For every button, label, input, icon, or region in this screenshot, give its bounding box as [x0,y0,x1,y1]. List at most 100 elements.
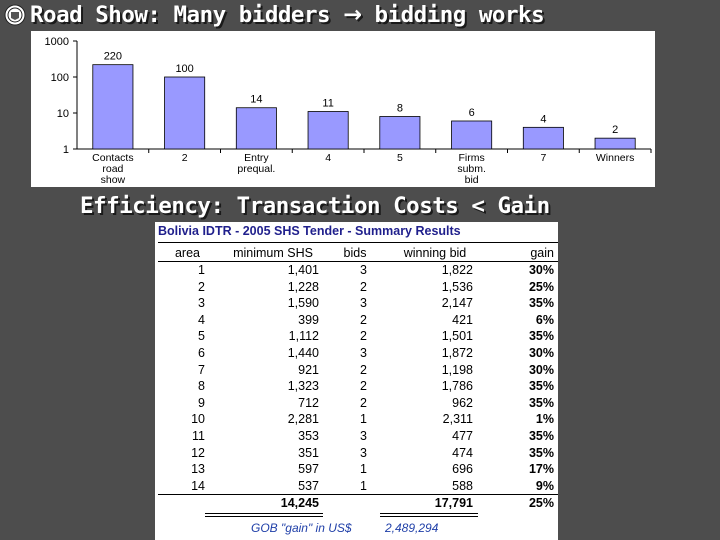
cell-area: 2 [198,279,205,294]
summary-table: Bolivia IDTR - 2005 SHS Tender - Summary… [155,222,558,540]
cell-gain: 35% [528,329,554,344]
cell-gain: 35% [528,395,554,410]
cell-area: 4 [198,312,205,327]
y-tick-label: 1000 [45,36,69,48]
x-tick-label: Winners [596,152,635,164]
y-tick-label: 1 [63,144,69,156]
header-area: area [174,246,201,260]
totals-double-rule [380,516,478,518]
cell-bids: 3 [360,445,367,460]
cell-winning-bid: 2,147 [441,296,473,311]
chart-bar [522,126,564,150]
cell-minimum-shs: 1,323 [287,379,319,394]
cell-bids: 1 [360,462,367,477]
cell-area: 11 [192,429,205,443]
cell-winning-bid: 1,198 [441,362,473,377]
cell-bids: 2 [360,329,367,344]
cell-bids: 2 [360,379,367,394]
cell-area: 14 [191,478,205,493]
slide-title-part2: bidding works [374,2,545,28]
x-tick-label: road [102,163,123,175]
cell-minimum-shs: 2,281 [287,412,319,427]
data-label: 100 [175,63,193,75]
data-label: 14 [250,94,262,106]
cell-winning-bid: 962 [452,395,473,410]
chart-bar [164,76,206,150]
x-tick-label: bid [465,174,479,186]
y-tick-label: 10 [57,108,69,120]
total-gain: 25% [528,496,554,511]
cell-minimum-shs: 351 [298,445,319,460]
total-minimum-shs: 14,245 [280,496,319,511]
x-tick-label: subm. [457,163,486,175]
chart-bar [594,137,636,150]
cell-area: 6 [198,346,205,360]
cell-area: 10 [191,412,205,427]
bidders-chart: 1000 100 10 1 220 Contacts road show 100 2 14 Entry… [31,31,655,187]
x-tick-label: 2 [182,152,188,164]
cell-winning-bid: 477 [452,429,473,443]
x-tick-label: 7 [540,152,546,164]
chart-bar [235,107,277,150]
cell-minimum-shs: 597 [298,462,319,477]
cell-gain: 30% [528,263,554,277]
table-title: Bolivia IDTR - 2005 SHS Tender - Summary… [158,224,461,238]
chart-bar [92,64,134,150]
slide-title: Road Show: Many bidders → bidding works [30,2,720,32]
cell-winning-bid: 474 [452,445,473,460]
cell-winning-bid: 1,872 [441,346,473,360]
chart-bar [451,120,493,150]
chart-bar [307,111,349,150]
data-label: 2 [612,124,618,136]
x-tick-label: Contacts [92,152,133,164]
cell-area: 3 [198,296,205,311]
header-winning-bid: winning bid [403,246,467,260]
cell-area: 5 [198,329,205,344]
x-tick-label: Firms [459,152,485,164]
cell-gain: 25% [528,279,554,294]
arrow-right-icon: → [343,2,362,28]
cell-minimum-shs: 537 [298,478,319,493]
cell-minimum-shs: 399 [298,312,319,327]
cell-bids: 3 [360,296,367,311]
total-winning-bid: 17,791 [434,496,473,511]
data-label: 8 [397,102,403,114]
cell-area: 8 [198,379,205,394]
cell-minimum-shs: 1,440 [287,346,319,360]
header-bottom-rule [158,261,558,262]
cell-winning-bid: 1,501 [441,329,473,344]
cell-minimum-shs: 1,228 [287,279,319,294]
cell-minimum-shs: 353 [298,429,319,443]
slide-title-part1: Road Show: Many bidders [30,2,331,28]
cell-minimum-shs: 1,590 [287,296,319,311]
totals-double-rule [205,513,323,515]
data-label: 11 [322,98,333,110]
x-tick-label: prequal. [237,163,275,175]
data-label: 6 [469,107,475,119]
cell-winning-bid: 421 [452,312,473,327]
cell-minimum-shs: 1,112 [288,329,319,344]
data-label: 4 [540,113,546,125]
cell-bids: 3 [360,346,367,360]
cell-gain: 35% [528,379,554,394]
slide-subtitle: Efficiency: Transaction Costs < Gain [80,193,550,219]
cell-area: 12 [191,445,205,460]
cell-gain: 35% [528,296,554,311]
cell-gain: 30% [528,346,554,360]
cell-winning-bid: 1,786 [441,379,473,394]
cell-gain: 35% [528,429,554,443]
cell-minimum-shs: 1,401 [287,263,319,277]
cell-minimum-shs: 712 [298,395,319,410]
cell-bids: 2 [360,312,367,327]
cell-bids: 2 [360,395,367,410]
cell-gain: 6% [535,312,554,327]
gob-gain-value: 2,489,294 [385,521,439,536]
cell-area: 1 [198,263,205,277]
cell-bids: 2 [360,279,367,294]
header-bids: bids [343,246,367,260]
cell-area: 7 [198,362,205,377]
chart-bar [379,116,421,150]
totals-double-rule [205,516,323,518]
cell-bids: 1 [360,478,367,493]
